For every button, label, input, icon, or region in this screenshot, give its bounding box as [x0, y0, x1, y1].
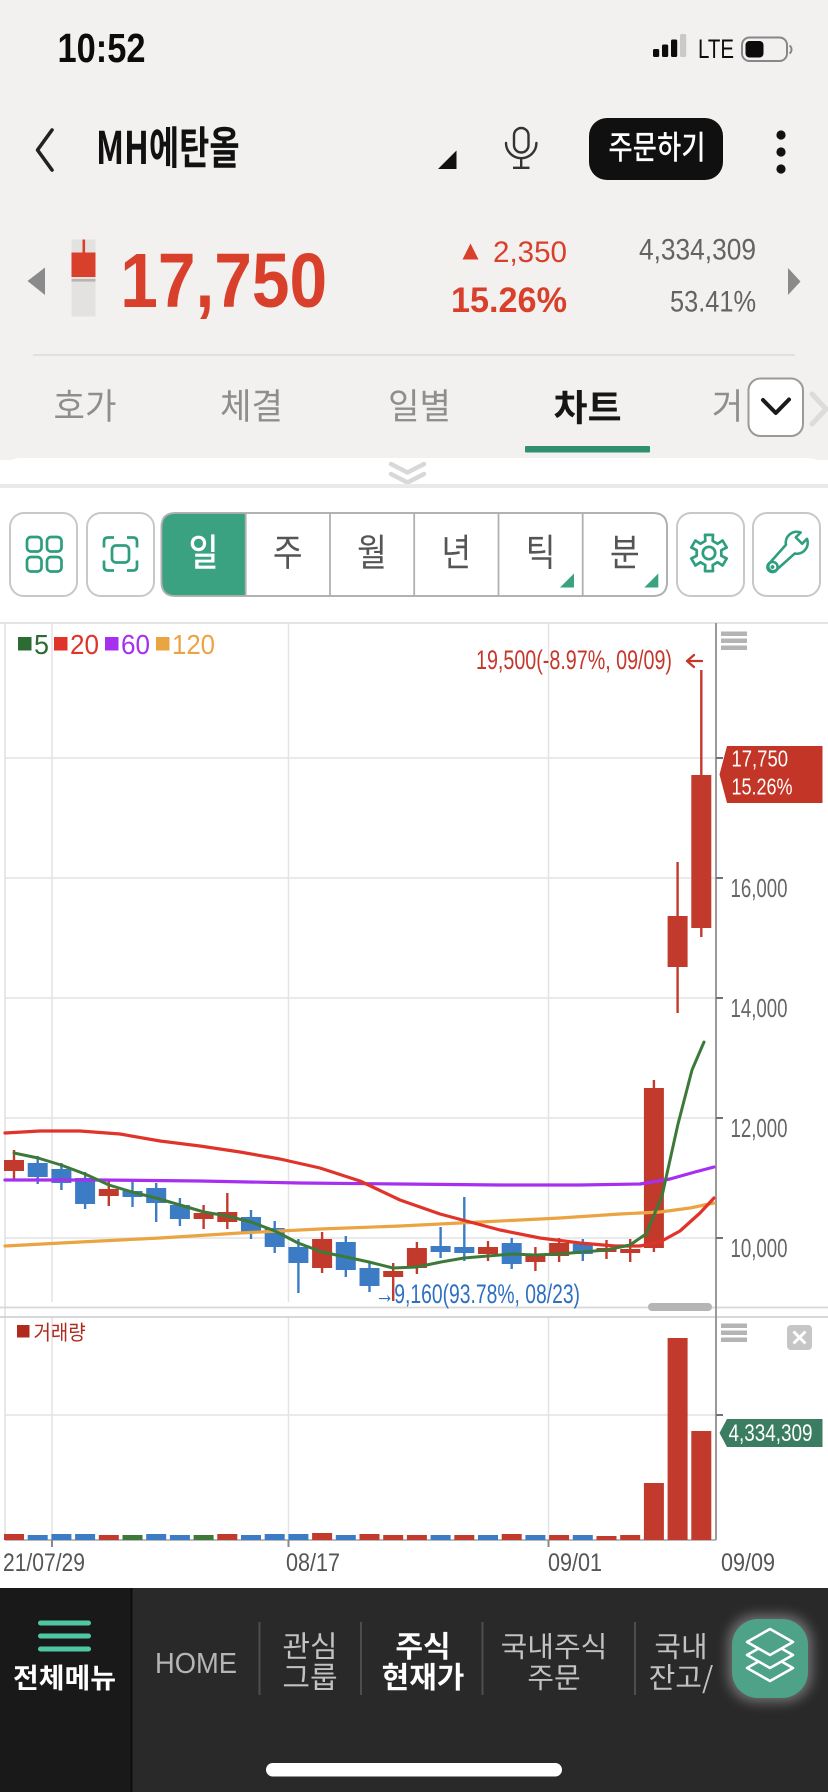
svg-text:5: 5 [34, 629, 49, 660]
svg-text:12,000: 12,000 [731, 1115, 788, 1143]
svg-text:14,000: 14,000 [731, 995, 788, 1023]
svg-text:LTE: LTE [698, 34, 734, 64]
svg-text:10,000: 10,000 [731, 1235, 788, 1263]
svg-text:10:52: 10:52 [58, 25, 146, 71]
svg-text:15.26%: 15.26% [451, 281, 567, 320]
svg-text:09/01: 09/01 [548, 1549, 602, 1577]
svg-text:HOME: HOME [155, 1648, 237, 1680]
svg-text:4,334,309: 4,334,309 [639, 234, 756, 267]
svg-text:16,000: 16,000 [731, 875, 788, 903]
svg-text:08/17: 08/17 [286, 1549, 340, 1577]
svg-text:15.26%: 15.26% [732, 774, 793, 800]
svg-text:→9,160(93.78%, 08/23): →9,160(93.78%, 08/23) [375, 1279, 580, 1309]
svg-text:17,750: 17,750 [732, 746, 789, 772]
svg-text:2,350: 2,350 [493, 236, 567, 269]
svg-text:20: 20 [70, 629, 99, 660]
svg-text:17,750: 17,750 [120, 238, 327, 324]
svg-text:4,334,309: 4,334,309 [729, 1420, 813, 1447]
svg-text:53.41%: 53.41% [670, 286, 756, 319]
svg-text:120: 120 [172, 629, 215, 660]
svg-text:19,500(-8.97%, 09/09): 19,500(-8.97%, 09/09) [476, 645, 672, 675]
svg-text:60: 60 [121, 629, 150, 660]
svg-text:09/09: 09/09 [721, 1549, 775, 1577]
svg-text:21/07/29: 21/07/29 [3, 1549, 85, 1577]
